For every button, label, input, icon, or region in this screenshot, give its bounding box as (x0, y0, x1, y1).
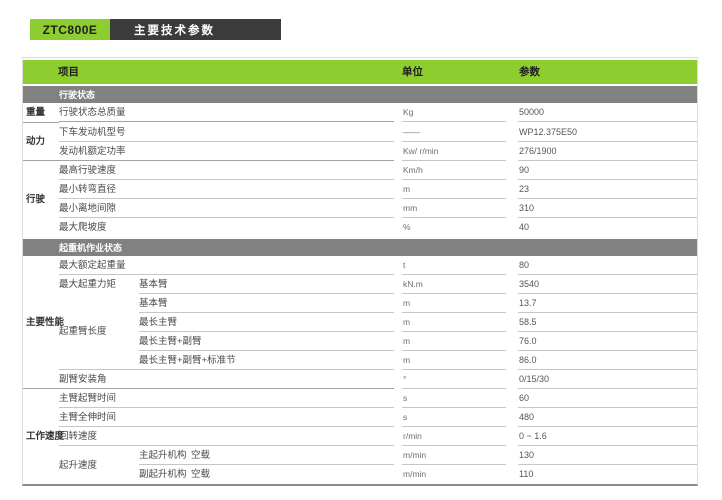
value-cell: 130 (518, 446, 697, 465)
sub-item-cell (139, 389, 394, 408)
page-title-bar: ZTC800E 主要技术参数 (30, 19, 281, 40)
group-label-cell: 主要性能 (23, 256, 64, 389)
unit-cell: m (402, 180, 506, 199)
column-header-value: 参数 (519, 66, 540, 78)
unit-cell: r/min (402, 427, 506, 446)
sub-item-cell (139, 123, 394, 142)
item-cell: 副臂安装角 (59, 370, 139, 389)
value-cell: 90 (518, 161, 697, 180)
sub-item-cell: 基本臂 (139, 275, 394, 294)
group-label-cell: 工作速度 (26, 431, 65, 442)
value-cell: 3540 (518, 275, 697, 294)
sub-item-cell (139, 142, 394, 161)
item-cell: 最高行驶速度 (59, 161, 139, 180)
unit-cell: % (403, 222, 411, 232)
sub-item-cell (139, 256, 394, 275)
value-cell: 80 (518, 256, 697, 275)
sub-item-cell: 最长主臂+副臂+标准节 (139, 351, 394, 370)
value-cell: 40 (519, 222, 530, 232)
value-cell: 50000 (518, 103, 697, 122)
unit-cell: ° (402, 370, 506, 389)
unit-cell: m/min (403, 469, 427, 479)
unit-cell: m (402, 332, 506, 351)
unit-cell: Km/h (402, 161, 506, 180)
sub-item-cell: 最长主臂 (139, 313, 394, 332)
sub-item-cell: 最长主臂+副臂 (139, 332, 394, 351)
column-header-item: 项目 (58, 66, 79, 78)
sub-item-label: 最长主臂 (139, 317, 178, 328)
value-cell: WP12.375E50 (518, 123, 697, 142)
section-band: 行驶状态 (23, 84, 697, 103)
item-cell: 起升速度 (59, 459, 98, 471)
sub-item-label: 主起升机构 (139, 450, 187, 461)
sub-item-cell (139, 427, 394, 446)
item-cell: 发动机额定功率 (59, 142, 139, 161)
section-band: 起重机作业状态 (23, 237, 697, 256)
unit-cell: s (402, 389, 506, 408)
value-cell: 276/1900 (518, 142, 697, 161)
item-cell: 最小离地间隙 (59, 199, 139, 218)
sub-item-cell (139, 103, 394, 122)
unit-cell: m (402, 313, 506, 332)
sub-item-cell (139, 370, 394, 389)
sub-item-label: 最长主臂+副臂+标准节 (139, 355, 236, 366)
sub-item-cell: 基本臂 (139, 294, 394, 313)
unit-cell: m/min (402, 446, 506, 465)
sub-item-cell (139, 161, 394, 180)
value-cell: 58.5 (518, 313, 697, 332)
sub-item-cell (139, 199, 394, 218)
item-cell: 行驶状态总质量 (59, 103, 139, 122)
item-cell: 下车发动机型号 (59, 123, 139, 142)
value-cell: 310 (518, 199, 697, 218)
item-cell: 回转速度 (59, 427, 139, 446)
sub-item-cell: 主起升机构 空载 (139, 446, 394, 465)
sub-item-cell (139, 180, 394, 199)
value-cell: 60 (518, 389, 697, 408)
unit-cell: m (402, 351, 506, 370)
spec-table: 项目 单位 参数 行驶状态 重量 行驶状态总质量 Kg 50000 动力 下车发动机型号 ——… (22, 57, 698, 486)
value-cell: 0/15/30 (518, 370, 697, 389)
sub-item-cell (139, 408, 394, 427)
page-title: 主要技术参数 (110, 19, 281, 40)
group-label-cell: 动力 (23, 123, 59, 161)
group-label-cell: 行驶 (26, 193, 46, 205)
group-label-cell: 重量 (23, 103, 59, 123)
unit-cell: m (402, 294, 506, 313)
sub-item-condition-label: 空载 (191, 469, 211, 480)
item-cell: 最小转弯直径 (59, 180, 139, 199)
item-cell: 最大起重力矩 (59, 279, 117, 290)
model-badge: ZTC800E (30, 19, 110, 40)
unit-cell: s (402, 408, 506, 427)
value-cell: 23 (518, 180, 697, 199)
value-cell: 76.0 (518, 332, 697, 351)
table-header-row: 项目 单位 参数 (23, 60, 697, 84)
item-cell: 最大爬坡度 (59, 222, 107, 233)
unit-cell: Kw/ r/min (402, 142, 506, 161)
value-cell: 0 ~ 1.6 (518, 427, 697, 446)
item-cell: 主臂起臂时间 (59, 389, 139, 408)
sub-item-label: 基本臂 (139, 298, 168, 309)
item-cell: 起重臂长度 (59, 294, 139, 370)
spec-table-grid: 项目 单位 参数 行驶状态 重量 行驶状态总质量 Kg 50000 动力 下车发动机型号 ——… (23, 60, 697, 484)
value-cell: 86.0 (518, 351, 697, 370)
sub-item-label: 基本臂 (139, 279, 168, 290)
value-cell: 480 (518, 408, 697, 427)
unit-cell: t (402, 256, 506, 275)
sub-item-condition-label: 空载 (191, 450, 211, 461)
value-cell: 13.7 (518, 294, 697, 313)
column-header-unit: 单位 (402, 66, 423, 78)
unit-cell: mm (402, 199, 506, 218)
item-cell: 最大额定起重量 (59, 256, 139, 275)
value-cell: 110 (519, 469, 534, 479)
unit-cell: —— (402, 123, 506, 142)
sub-item-label: 副起升机构 (139, 469, 187, 480)
sub-item-label: 最长主臂+副臂 (139, 336, 202, 347)
sub-item-cell: 副起升机构 空载 (139, 465, 394, 484)
unit-cell: Kg (402, 103, 506, 122)
item-cell: 主臂全伸时间 (59, 408, 139, 427)
sub-item-cell (139, 218, 394, 237)
unit-cell: kN.m (402, 275, 506, 294)
